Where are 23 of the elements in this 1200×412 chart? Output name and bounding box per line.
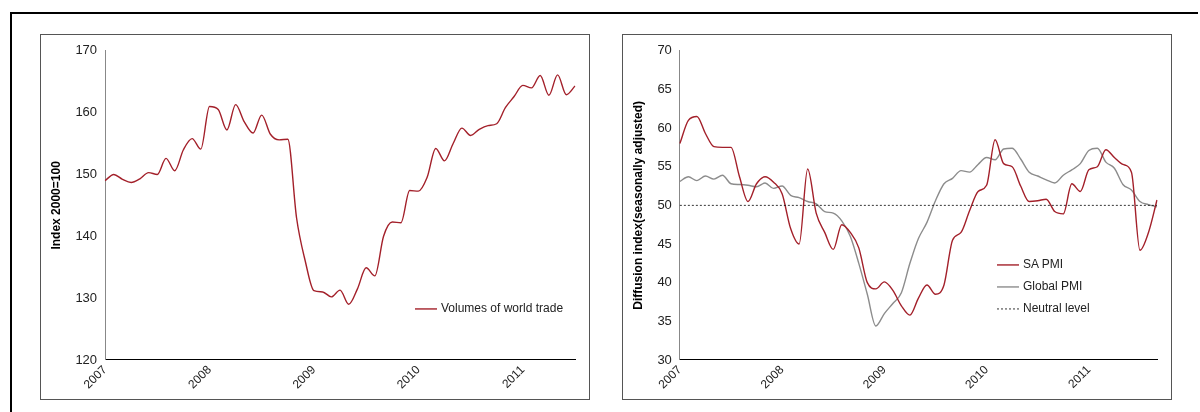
y-tick-label: 70 [657,42,672,58]
y-tick-label: 30 [657,351,672,367]
y-tick-label: 45 [657,235,672,251]
y-tick-label: 40 [657,274,672,290]
y-tick-label: 65 [657,81,672,97]
line-series [104,74,576,305]
y-tick-label: 150 [75,166,98,182]
y-axis-title: Diffusion index(seasonally adjusted) [630,101,645,310]
legend-label: Volumes of world trade [441,301,564,316]
y-axis-title: Index 2000=100 [48,160,63,250]
y-tick-label: 170 [75,42,98,58]
y-tick-label: 55 [657,158,672,174]
y-tick-label: 160 [75,104,98,120]
y-tick-label: 60 [657,119,672,135]
legend-label: Global PMI [1023,279,1083,294]
line-series [679,115,1158,316]
legend-label: Neutral level [1023,301,1090,316]
y-tick-label: 120 [75,351,98,367]
y-tick-label: 140 [75,227,98,243]
y-tick-label: 35 [657,312,672,328]
y-tick-label: 130 [75,289,98,305]
legend-label: SA PMI [1023,257,1064,272]
y-tick-label: 50 [657,196,672,212]
